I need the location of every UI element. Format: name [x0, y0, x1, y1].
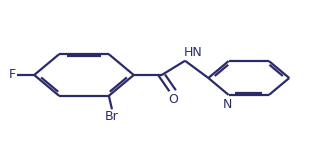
Text: O: O: [168, 93, 178, 106]
Text: Br: Br: [105, 110, 119, 123]
Text: N: N: [222, 98, 232, 111]
Text: F: F: [8, 69, 16, 81]
Text: HN: HN: [183, 46, 202, 59]
